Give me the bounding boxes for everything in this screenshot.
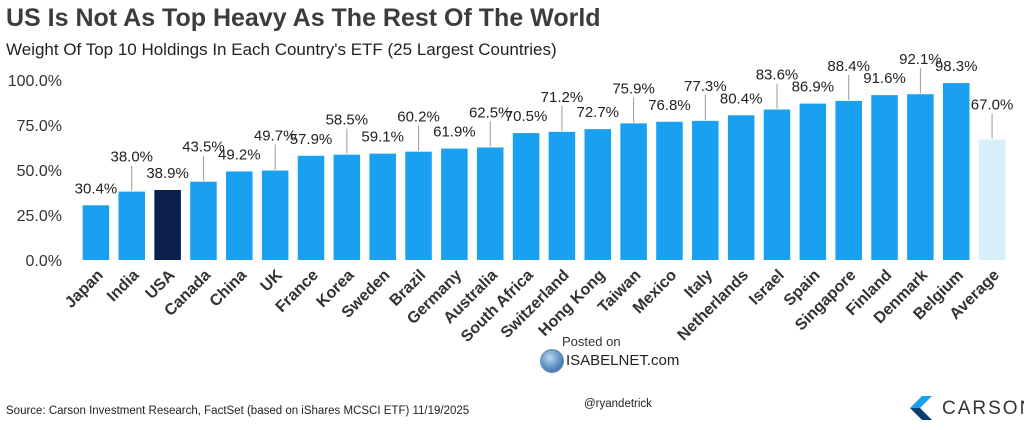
globe-icon [540,349,564,373]
data-label: 83.6% [756,67,799,84]
data-label: 38.0% [110,149,153,166]
bar-usa [154,189,181,260]
x-tick-label: China [207,267,251,311]
y-tick-label: 0.0% [26,253,62,270]
posted-on-label: Posted on [562,334,621,349]
bar-india [118,191,146,260]
author-handle: @ryandetrick [584,398,652,410]
bar-taiwan [620,123,647,260]
carson-logo-text: CARSON [942,398,1024,419]
bar-australia [476,147,504,260]
data-label: 30.4% [75,180,118,197]
carson-mark-icon [910,396,932,420]
x-tick-label: India [104,267,142,305]
data-label: 38.9% [146,165,189,182]
bar-china [226,171,253,260]
data-label: 67.0% [971,96,1014,113]
y-tick-label: 25.0% [17,208,62,225]
data-label: 98.3% [935,58,978,75]
data-label: 76.8% [648,97,691,114]
data-label: 59.1% [361,129,404,146]
bar-finland [871,95,898,261]
data-label: 49.2% [218,146,261,163]
bar-switzerland [548,131,576,260]
data-label: 92.1% [899,51,942,68]
source-note: Source: Carson Investment Research, Fact… [6,405,470,417]
y-tick-label: 50.0% [17,163,62,180]
y-tick-label: 100.0% [8,73,62,90]
bar-belgium [942,83,970,260]
bar-japan [82,205,110,260]
data-label: 70.5% [505,108,548,125]
bar-israel [763,109,791,261]
data-label: 49.7% [254,128,297,145]
data-label: 72.7% [576,104,619,121]
bar-italy [692,120,719,260]
bar-hong-kong [584,129,612,260]
bar-brazil [405,151,432,260]
data-label: 88.4% [827,58,870,75]
chart-title: US Is Not As Top Heavy As The Rest Of Th… [6,4,601,32]
bar-france [297,155,325,260]
bar-mexico [656,121,683,260]
bar-korea [333,154,361,260]
chart-subtitle: Weight Of Top 10 Holdings In Each Countr… [6,40,557,59]
bar-singapore [835,100,862,260]
data-label: 77.3% [684,78,727,95]
bar-denmark [907,94,934,260]
data-label: 43.5% [182,139,225,156]
data-label: 71.2% [541,89,584,106]
bar-canada [190,181,217,260]
x-tick-label: UK [258,266,287,295]
data-label: 86.9% [792,79,835,96]
bar-germany [441,148,468,260]
data-label: 61.9% [433,124,476,141]
bar-sweden [369,153,396,260]
bar-average [978,139,1006,260]
carson-logo: CARSON [908,392,1024,424]
data-label: 58.5% [326,112,369,129]
data-label: 75.9% [612,80,655,97]
x-tick-label: Israel [746,267,788,309]
x-tick-label: Japan [62,267,107,312]
isabelnet-watermark: Posted on ISABELNET.com [540,333,680,377]
data-label: 80.4% [720,90,763,107]
isabelnet-site-label: ISABELNET.com [566,352,680,369]
bar-spain [799,103,827,260]
data-label: 91.6% [863,70,906,87]
y-tick-label: 75.0% [17,118,62,135]
data-label: 60.2% [397,109,440,126]
bar-south-africa [512,133,540,260]
bar-uk [261,170,289,260]
data-label: 62.5% [469,105,512,122]
bar-netherlands [727,115,755,260]
data-label: 57.9% [290,131,333,148]
